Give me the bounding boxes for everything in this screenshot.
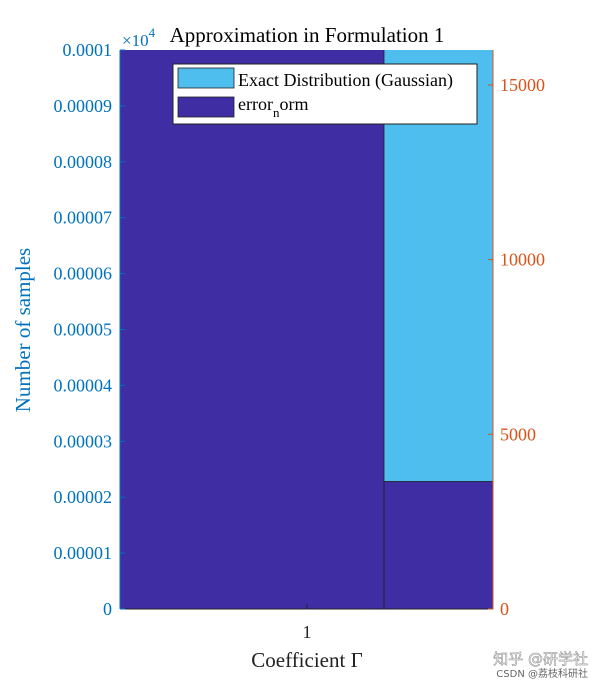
right-tick-label: 5000 bbox=[500, 424, 536, 444]
left-tick-label: 0.0001 bbox=[63, 40, 113, 60]
right-tick-label: 15000 bbox=[500, 75, 545, 95]
x-axis-label: Coefficient Γ bbox=[251, 648, 362, 672]
right-axis-ticks: 0 5000 10000 15000 bbox=[488, 75, 545, 619]
watermark-line1: 知乎 @研学社 bbox=[493, 650, 588, 668]
left-axis-ticks: 0 0.00001 0.00002 0.00003 0.00004 0.00005 0.00… bbox=[54, 40, 125, 619]
bars-group bbox=[120, 50, 494, 610]
right-tick-label: 10000 bbox=[500, 250, 545, 270]
x-tick-label: 1 bbox=[303, 622, 312, 642]
left-tick-label: 0.00003 bbox=[54, 431, 113, 451]
legend-label-error-norm: errornorm bbox=[238, 94, 308, 120]
left-tick-label: 0.00004 bbox=[54, 375, 113, 395]
left-axis-exponent: ×104 bbox=[122, 25, 156, 50]
left-tick-label: 0.00006 bbox=[54, 264, 113, 284]
left-tick-label: 0.00001 bbox=[54, 543, 113, 563]
legend: Exact Distribution (Gaussian) errornorm bbox=[172, 63, 478, 125]
left-tick-label: 0 bbox=[103, 599, 112, 619]
bar-error-norm-right bbox=[383, 481, 494, 610]
watermark-line2: CSDN @荔枝科研社 bbox=[496, 667, 588, 680]
left-tick-label: 0.00005 bbox=[54, 320, 113, 340]
chart-title: Approximation in Formulation 1 bbox=[170, 23, 445, 47]
left-tick-label: 0.00009 bbox=[54, 96, 113, 116]
left-tick-label: 0.00002 bbox=[54, 487, 113, 507]
right-tick-label: 0 bbox=[500, 599, 509, 619]
legend-label-exact: Exact Distribution (Gaussian) bbox=[238, 70, 453, 91]
y-axis-label: Number of samples bbox=[11, 248, 35, 412]
left-tick-label: 0.00007 bbox=[54, 208, 113, 228]
legend-swatch-exact bbox=[177, 67, 235, 89]
bar-error-norm-left bbox=[120, 50, 384, 609]
legend-swatch-error-norm bbox=[177, 96, 235, 118]
left-tick-label: 0.00008 bbox=[54, 152, 113, 172]
